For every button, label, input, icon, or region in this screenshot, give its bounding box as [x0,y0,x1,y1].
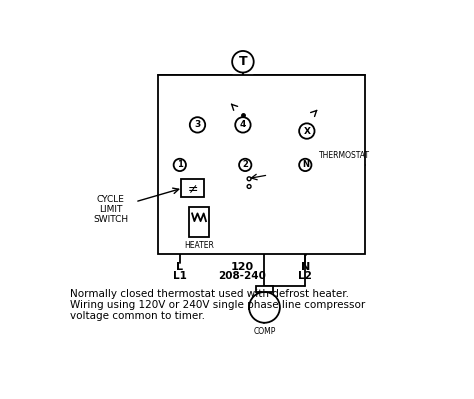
Bar [158,75,365,254]
Circle shape [173,159,186,171]
Text: L2: L2 [298,271,312,281]
Text: 4: 4 [240,120,246,129]
Circle shape [247,177,251,181]
Text: X: X [303,126,310,136]
Circle shape [299,159,311,171]
Circle shape [247,185,251,188]
Text: Normally closed thermostat used with defrost heater.: Normally closed thermostat used with def… [70,289,349,299]
Bar [256,286,273,292]
Text: 1: 1 [177,160,182,170]
Circle shape [239,159,251,171]
Circle shape [190,117,205,132]
Circle shape [235,117,251,132]
Circle shape [299,123,315,139]
Text: CYCLE
LIMIT
SWITCH: CYCLE LIMIT SWITCH [93,195,128,225]
Text: COMP: COMP [253,328,276,336]
Text: HEATER: HEATER [184,241,214,250]
Text: 120: 120 [231,262,254,272]
Circle shape [249,292,280,323]
Text: 208-240: 208-240 [219,271,266,281]
Text: 2: 2 [242,160,248,170]
Circle shape [232,51,254,73]
Text: T: T [238,55,247,68]
Text: THERMOSTAT: THERMOSTAT [319,151,370,160]
Bar [186,160,239,170]
Bar [182,179,204,197]
Text: N: N [302,160,309,170]
Text: L: L [176,262,183,272]
Text: L1: L1 [173,271,187,281]
Text: Wiring using 120V or 240V single phase line compressor: Wiring using 120V or 240V single phase l… [70,300,365,310]
Bar [189,207,209,237]
Text: N: N [301,262,310,272]
Text: voltage common to timer.: voltage common to timer. [70,311,205,321]
Text: ≠: ≠ [188,182,198,195]
Text: 3: 3 [194,120,201,129]
